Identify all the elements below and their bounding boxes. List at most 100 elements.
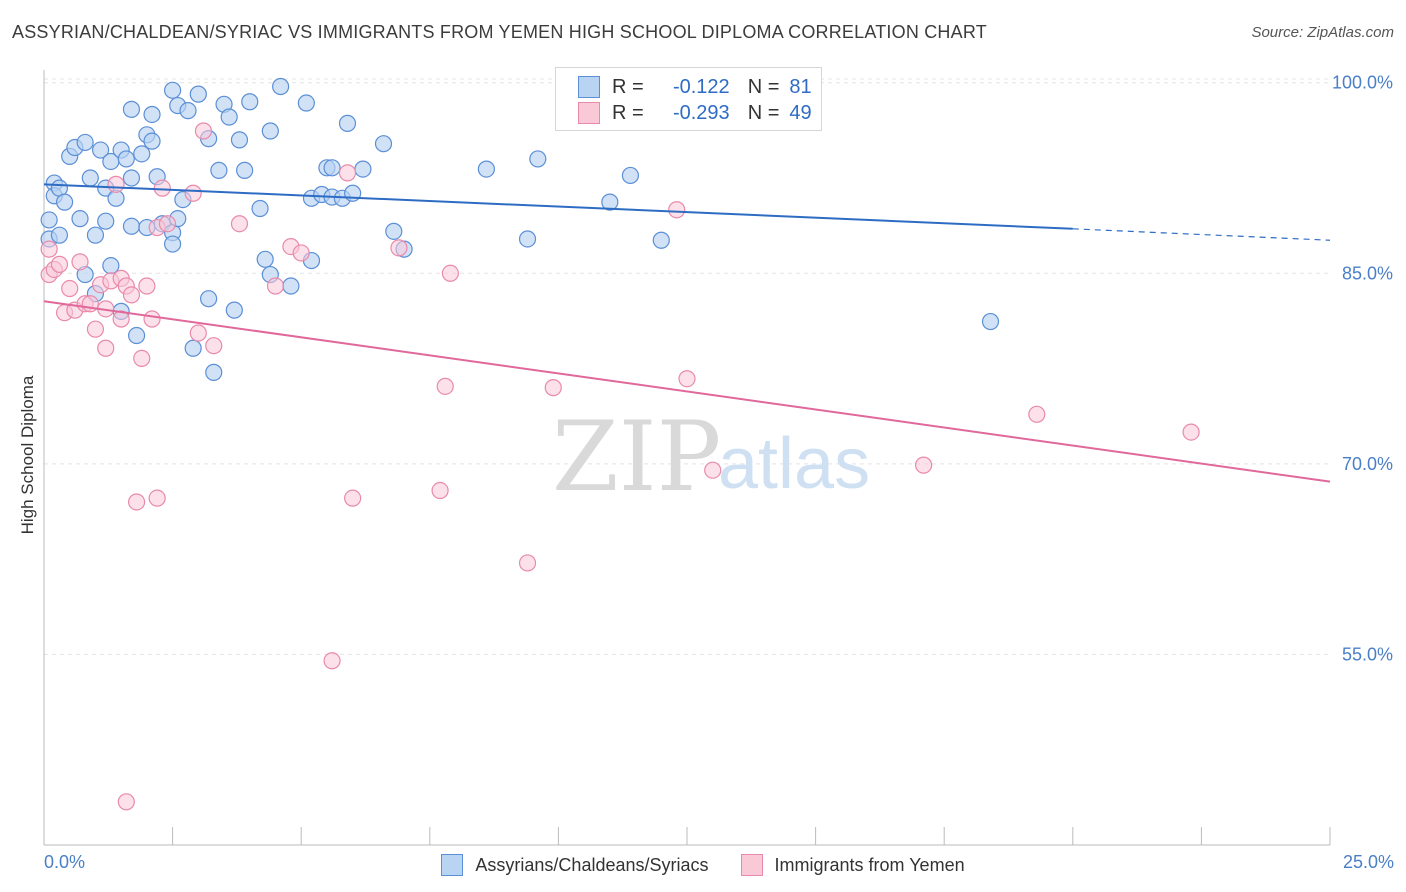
data-point-yemen xyxy=(138,277,156,295)
data-point-assyrians xyxy=(122,217,141,235)
data-point-assyrians xyxy=(230,131,249,149)
data-point-assyrians xyxy=(374,135,393,153)
legend-swatch-blue xyxy=(578,76,600,98)
series-assyrians-points xyxy=(40,77,1000,381)
series-yemen-points xyxy=(40,122,1200,811)
legend-r-label: R = xyxy=(612,101,644,124)
data-point-assyrians xyxy=(71,210,89,228)
data-point-assyrians xyxy=(122,169,141,187)
data-point-yemen xyxy=(112,310,130,328)
data-point-assyrians xyxy=(50,226,69,244)
trend-lines xyxy=(43,183,1331,483)
data-point-assyrians xyxy=(76,133,94,152)
data-point-assyrians xyxy=(477,160,495,178)
trend-line-yemen xyxy=(43,300,1331,483)
data-point-assyrians xyxy=(338,114,357,132)
data-point-assyrians xyxy=(518,230,537,248)
data-point-yemen xyxy=(441,264,459,282)
data-point-yemen xyxy=(436,377,454,395)
legend-n-label: N = xyxy=(747,75,780,98)
y-tick-label: 70.0% xyxy=(1342,454,1393,474)
data-point-assyrians xyxy=(210,161,228,179)
data-point-yemen xyxy=(86,320,105,338)
data-point-assyrians xyxy=(251,199,269,218)
data-point-assyrians xyxy=(601,193,619,211)
data-point-assyrians xyxy=(40,211,58,229)
data-point-assyrians xyxy=(164,81,182,99)
data-point-assyrians xyxy=(529,150,547,168)
data-point-assyrians xyxy=(241,93,259,111)
y-tick-label: 55.0% xyxy=(1342,644,1393,664)
data-point-assyrians xyxy=(272,77,290,96)
data-point-assyrians xyxy=(297,94,315,112)
correlation-legend: R = -0.122 N = 81 R = -0.293 N = 49 xyxy=(555,67,822,131)
data-point-yemen xyxy=(1028,405,1046,423)
data-point-assyrians xyxy=(200,290,218,308)
legend-label-assyrians: Assyrians/Chaldeans/Syriacs xyxy=(475,854,709,875)
legend-n-value: 49 xyxy=(789,101,812,124)
data-point-assyrians xyxy=(179,102,197,120)
data-point-yemen xyxy=(431,481,449,500)
legend-r-value: -0.122 xyxy=(672,75,730,98)
data-point-yemen xyxy=(338,164,357,182)
axes xyxy=(43,70,1331,846)
data-point-yemen xyxy=(133,349,151,368)
data-point-assyrians xyxy=(81,169,99,187)
source-label: Source: ZipAtlas.com xyxy=(1251,24,1394,41)
data-point-yemen xyxy=(915,456,933,474)
data-point-yemen xyxy=(205,337,223,355)
data-point-assyrians xyxy=(236,161,254,179)
data-point-yemen xyxy=(292,244,310,262)
data-point-yemen xyxy=(668,201,686,219)
data-point-yemen xyxy=(143,310,161,328)
chart-title: ASSYRIAN/CHALDEAN/SYRIAC VS IMMIGRANTS F… xyxy=(12,22,987,42)
legend-item-assyrians[interactable]: Assyrians/Chaldeans/Syriacs xyxy=(441,854,709,876)
data-point-yemen xyxy=(71,253,89,271)
data-point-assyrians xyxy=(323,159,341,177)
data-point-yemen xyxy=(40,240,58,258)
legend-swatch-pink xyxy=(578,102,600,124)
watermark-zip: ZIP xyxy=(552,401,721,513)
data-point-assyrians xyxy=(256,250,274,268)
data-point-assyrians xyxy=(184,339,202,357)
y-tick-labels: 100.0% 85.0% 70.0% 55.0% xyxy=(1332,73,1393,665)
data-point-assyrians xyxy=(220,108,238,126)
data-point-assyrians xyxy=(143,132,161,150)
data-point-assyrians xyxy=(86,226,105,244)
data-point-yemen xyxy=(678,370,696,388)
trend-line-assyrians-extension xyxy=(1072,228,1331,241)
data-point-assyrians xyxy=(55,193,74,211)
legend-row-yemen: R = -0.293 N = 49 xyxy=(578,100,812,126)
data-point-assyrians xyxy=(133,145,151,163)
data-point-assyrians xyxy=(981,312,1000,331)
data-point-assyrians xyxy=(205,363,223,381)
data-point-assyrians xyxy=(127,326,146,345)
data-point-yemen xyxy=(266,277,285,295)
data-point-yemen xyxy=(148,489,166,507)
legend-item-yemen[interactable]: Immigrants from Yemen xyxy=(740,854,965,876)
x-tick-max: 25.0% xyxy=(1342,852,1394,872)
data-point-yemen xyxy=(544,379,562,397)
legend-n-value: 81 xyxy=(789,75,812,98)
series-legend: Assyrians/Chaldeans/Syriacs Immigrants f… xyxy=(0,852,1406,878)
data-point-yemen xyxy=(50,255,69,273)
data-point-assyrians xyxy=(621,166,640,185)
data-point-yemen xyxy=(153,179,171,197)
data-point-yemen xyxy=(107,175,125,193)
data-point-yemen xyxy=(344,489,362,507)
data-point-assyrians xyxy=(282,277,300,295)
data-point-assyrians xyxy=(91,141,110,159)
legend-row-assyrians: R = -0.122 N = 81 xyxy=(578,74,812,100)
data-point-yemen xyxy=(61,279,79,298)
data-point-yemen xyxy=(518,554,537,572)
data-point-yemen xyxy=(323,652,341,670)
data-point-yemen xyxy=(158,215,177,233)
data-point-yemen xyxy=(97,339,115,357)
y-axis-title: High School Diploma xyxy=(18,375,37,534)
data-point-assyrians xyxy=(189,85,207,103)
data-point-assyrians xyxy=(354,160,372,178)
data-point-assyrians xyxy=(652,231,670,249)
data-point-assyrians xyxy=(143,105,161,124)
trend-line-assyrians xyxy=(43,183,1073,230)
